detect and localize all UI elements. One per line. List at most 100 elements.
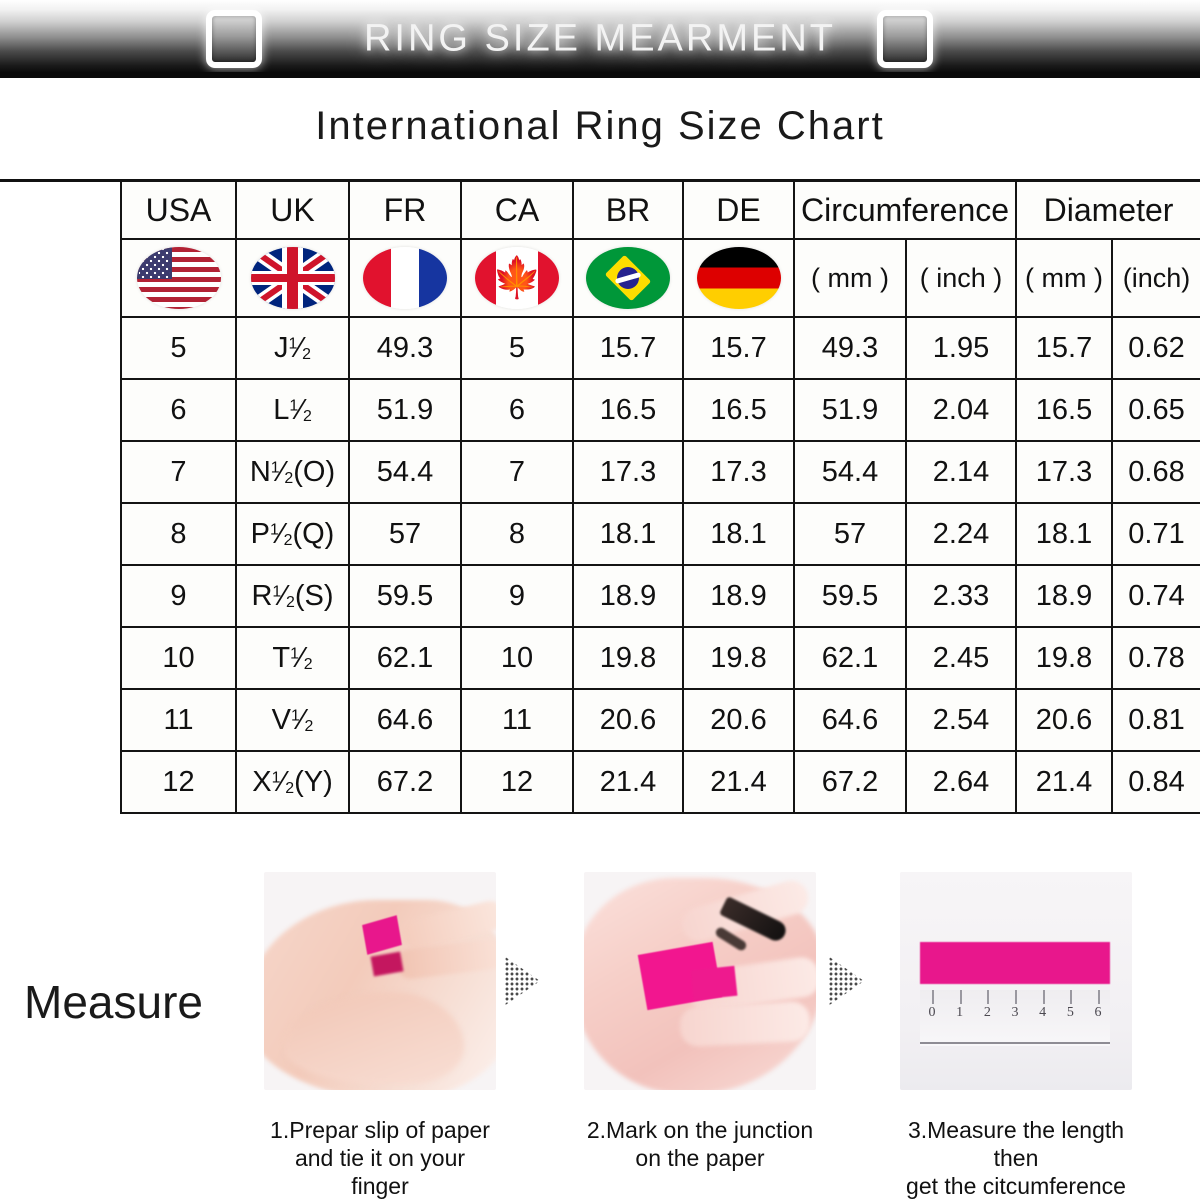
cell-circumference-mm: 54.4: [793, 440, 907, 504]
cell-diameter-mm: 17.3: [1015, 440, 1113, 504]
cell-circumference-mm: 67.2: [793, 750, 907, 814]
uk-size-letter: V: [271, 703, 291, 736]
cell-ca: 7: [460, 440, 574, 504]
cell-de: 21.4: [682, 750, 795, 814]
cell-br: 20.6: [572, 688, 684, 752]
flag-cell-fr: [348, 238, 462, 318]
cell-circumference-mm: 64.6: [793, 688, 907, 752]
cell-usa: 10: [120, 626, 237, 690]
cell-uk: J1⁄2: [235, 316, 350, 380]
unit-circumference-inch: ( inch ): [905, 238, 1017, 318]
cell-diameter-inch: 0.62: [1111, 316, 1200, 380]
cell-diameter-mm: 18.1: [1015, 502, 1113, 566]
banner-base-strip: [0, 72, 1200, 78]
cell-uk: T1⁄2: [235, 626, 350, 690]
cell-ca: 6: [460, 378, 574, 442]
halftone-arrow-right-icon-1: [500, 952, 544, 1010]
cell-diameter-mm: 20.6: [1015, 688, 1113, 752]
ruler-tick: [987, 990, 990, 1004]
cell-br: 17.3: [572, 440, 684, 504]
cell-usa: 9: [120, 564, 237, 628]
uk-size-suffix: (O): [293, 455, 336, 488]
cell-diameter-inch: 0.71: [1111, 502, 1200, 566]
pink-paper-strip: [920, 942, 1110, 984]
cell-circumference-mm: 49.3: [793, 316, 907, 380]
flag-cell-uk: [235, 238, 350, 318]
uk-size-fraction: 1⁄2: [270, 517, 293, 550]
measure-section-label: Measure: [24, 976, 203, 1028]
hand-marking-paper-photo: [584, 872, 816, 1090]
cell-diameter-mm: 18.9: [1015, 564, 1113, 628]
ring-size-table: USA UK FR CA BR DE Circumference Diamete…: [120, 180, 1200, 814]
measure-step-3: 0 1 2 3 4 5 6 3.Measure the length then get th…: [900, 872, 1132, 1200]
uk-size-letter: T: [272, 641, 291, 674]
canada-flag-icon: 🍁: [475, 247, 559, 309]
cell-ca: 9: [460, 564, 574, 628]
uk-size-fraction: 1⁄2: [290, 703, 314, 736]
cell-de: 20.6: [682, 688, 795, 752]
cell-uk: L1⁄2: [235, 378, 350, 442]
brazil-flag-icon: [586, 247, 670, 309]
cell-ca: 10: [460, 626, 574, 690]
ruler-tick-label: 5: [1066, 1005, 1074, 1020]
cell-ca: 12: [460, 750, 574, 814]
uk-size-suffix: (Q): [292, 517, 335, 550]
cell-usa: 8: [120, 502, 237, 566]
uk-size-fraction: 1⁄2: [272, 579, 295, 612]
france-flag-icon: [363, 247, 447, 309]
ruler-graphic: 0 1 2 3 4 5 6: [920, 990, 1110, 1046]
unit-circumference-mm: ( mm ): [793, 238, 907, 318]
cell-usa: 5: [120, 316, 237, 380]
cell-fr: 59.5: [348, 564, 462, 628]
cell-diameter-mm: 21.4: [1015, 750, 1113, 814]
cell-usa: 7: [120, 440, 237, 504]
cell-diameter-inch: 0.65: [1111, 378, 1200, 442]
header-uk: UK: [235, 180, 350, 240]
ruler-tick-label: 6: [1094, 1005, 1102, 1020]
hand-with-paper-slip-photo: [264, 872, 496, 1090]
cell-circumference-inch: 2.64: [905, 750, 1017, 814]
cell-ca: 11: [460, 688, 574, 752]
uk-flag-icon: [250, 247, 335, 309]
measure-step-1-caption: 1.Prepar slip of paper and tie it on you…: [270, 1117, 490, 1200]
header-ca: CA: [460, 180, 574, 240]
cell-de: 15.7: [682, 316, 795, 380]
cell-diameter-inch: 0.81: [1111, 688, 1200, 752]
header-br: BR: [572, 180, 684, 240]
cell-fr: 49.3: [348, 316, 462, 380]
measure-step-2-caption: 2.Mark on the junction on the paper: [586, 1117, 814, 1172]
ruler-tick-label: 2: [983, 1005, 991, 1020]
ruler-tick-label: 3: [1011, 1005, 1019, 1020]
table-row: 5 J1⁄2 49.3 5 15.7 15.7 49.3 1.95 15.7 0.62: [120, 316, 1200, 380]
cell-fr: 64.6: [348, 688, 462, 752]
table-row: 12 X1⁄2(Y) 67.2 12 21.4 21.4 67.2 2.64 21.4 0.84: [120, 750, 1200, 814]
uk-size-suffix: (Y): [294, 765, 333, 798]
ruler-tick: [1015, 990, 1017, 1004]
cell-br: 16.5: [572, 378, 684, 442]
cell-circumference-inch: 2.54: [905, 688, 1017, 752]
usa-flag-icon: [136, 247, 221, 309]
cell-de: 18.9: [682, 564, 795, 628]
header-diameter: Diameter: [1015, 180, 1200, 240]
uk-size-letter: J: [274, 331, 289, 364]
ruler-measuring-strip-photo: 0 1 2 3 4 5 6: [900, 872, 1132, 1090]
cell-fr: 54.4: [348, 440, 462, 504]
cell-de: 17.3: [682, 440, 795, 504]
table-row: 8 P1⁄2(Q) 57 8 18.1 18.1 57 2.24 18.1 0.71: [120, 502, 1200, 566]
table-row: 11 V1⁄2 64.6 11 20.6 20.6 64.6 2.54 20.6 0.81: [120, 688, 1200, 752]
header-circumference: Circumference: [793, 180, 1017, 240]
uk-size-fraction: 1⁄2: [270, 455, 294, 488]
uk-size-letter: N: [249, 455, 271, 488]
flag-cell-de: [682, 238, 795, 318]
table-header-countries: USA UK FR CA BR DE Circumference Diamete…: [120, 180, 1200, 240]
ring-size-table-wrapper: USA UK FR CA BR DE Circumference Diamete…: [120, 180, 1200, 814]
cell-usa: 12: [120, 750, 237, 814]
measure-step-1: 1.Prepar slip of paper and tie it on you…: [264, 872, 496, 1200]
cell-fr: 62.1: [348, 626, 462, 690]
cell-usa: 6: [120, 378, 237, 442]
table-row: 9 R1⁄2(S) 59.5 9 18.9 18.9 59.5 2.33 18.9 0.74: [120, 564, 1200, 628]
cell-circumference-inch: 2.04: [905, 378, 1017, 442]
ruler-tick: [1070, 990, 1073, 1004]
flag-cell-usa: [120, 238, 237, 318]
